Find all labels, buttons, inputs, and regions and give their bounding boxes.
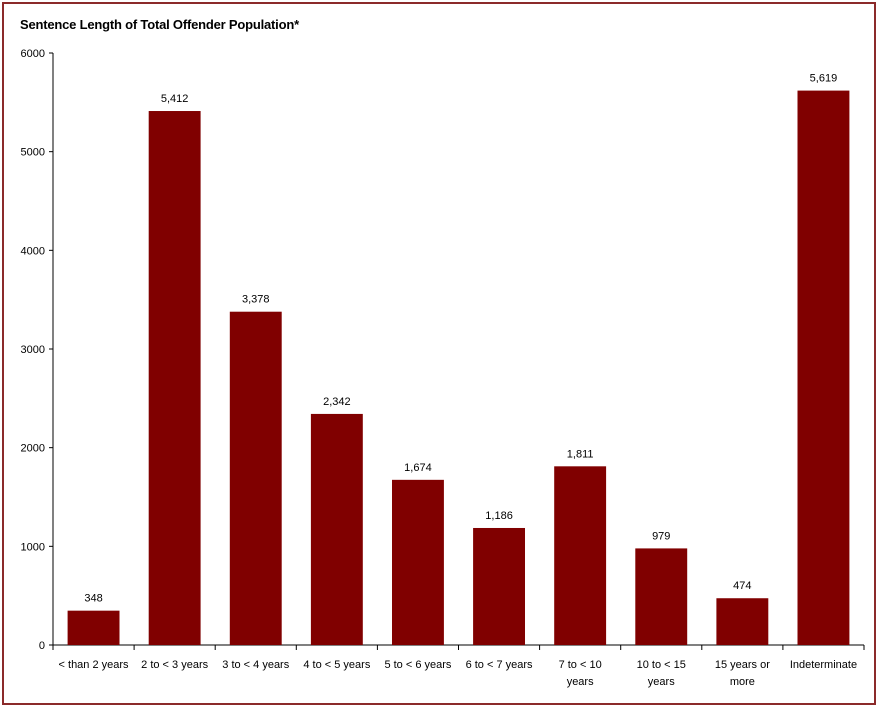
y-tick-label: 0	[39, 640, 45, 652]
x-tick-label: years	[567, 676, 594, 688]
data-label: 5,619	[810, 73, 838, 85]
y-tick-label: 3000	[21, 344, 45, 356]
x-tick-label: 7 to < 10	[559, 659, 602, 671]
bar	[148, 111, 201, 646]
x-tick-label: 2 to < 3 years	[141, 659, 208, 671]
x-tick-label: 5 to < 6 years	[384, 659, 451, 671]
bar	[229, 311, 282, 645]
bar	[716, 598, 769, 645]
y-tick-label: 1000	[21, 541, 45, 553]
data-label: 2,342	[323, 396, 351, 408]
data-label: 348	[84, 593, 102, 605]
chart-title: Sentence Length of Total Offender Popula…	[20, 17, 299, 32]
bar	[391, 479, 444, 645]
bar	[797, 90, 850, 646]
x-tick-label: Indeterminate	[790, 659, 857, 671]
y-tick-label: 4000	[21, 245, 45, 257]
data-label: 1,186	[485, 510, 513, 522]
x-tick-label: < than 2 years	[59, 659, 130, 671]
data-label: 979	[652, 530, 670, 542]
y-tick-label: 2000	[21, 443, 45, 455]
data-label: 1,811	[567, 448, 594, 460]
bar	[554, 466, 607, 645]
x-tick-label: 10 to < 15	[637, 659, 686, 671]
bar	[473, 527, 526, 645]
data-label: 474	[733, 580, 751, 592]
y-tick-label: 6000	[21, 48, 45, 60]
bar	[310, 413, 363, 645]
data-label: 1,674	[404, 462, 432, 474]
x-tick-label: 3 to < 4 years	[222, 659, 289, 671]
bar	[67, 610, 120, 645]
data-label: 3,378	[242, 294, 270, 306]
x-tick-label: more	[730, 676, 755, 688]
x-tick-label: years	[648, 676, 675, 688]
x-tick-label: 4 to < 5 years	[303, 659, 370, 671]
bar	[635, 548, 688, 645]
x-tick-label: 6 to < 7 years	[466, 659, 533, 671]
data-label: 5,412	[161, 93, 189, 105]
x-tick-label: 15 years or	[715, 659, 770, 671]
y-tick-label: 5000	[21, 147, 45, 159]
